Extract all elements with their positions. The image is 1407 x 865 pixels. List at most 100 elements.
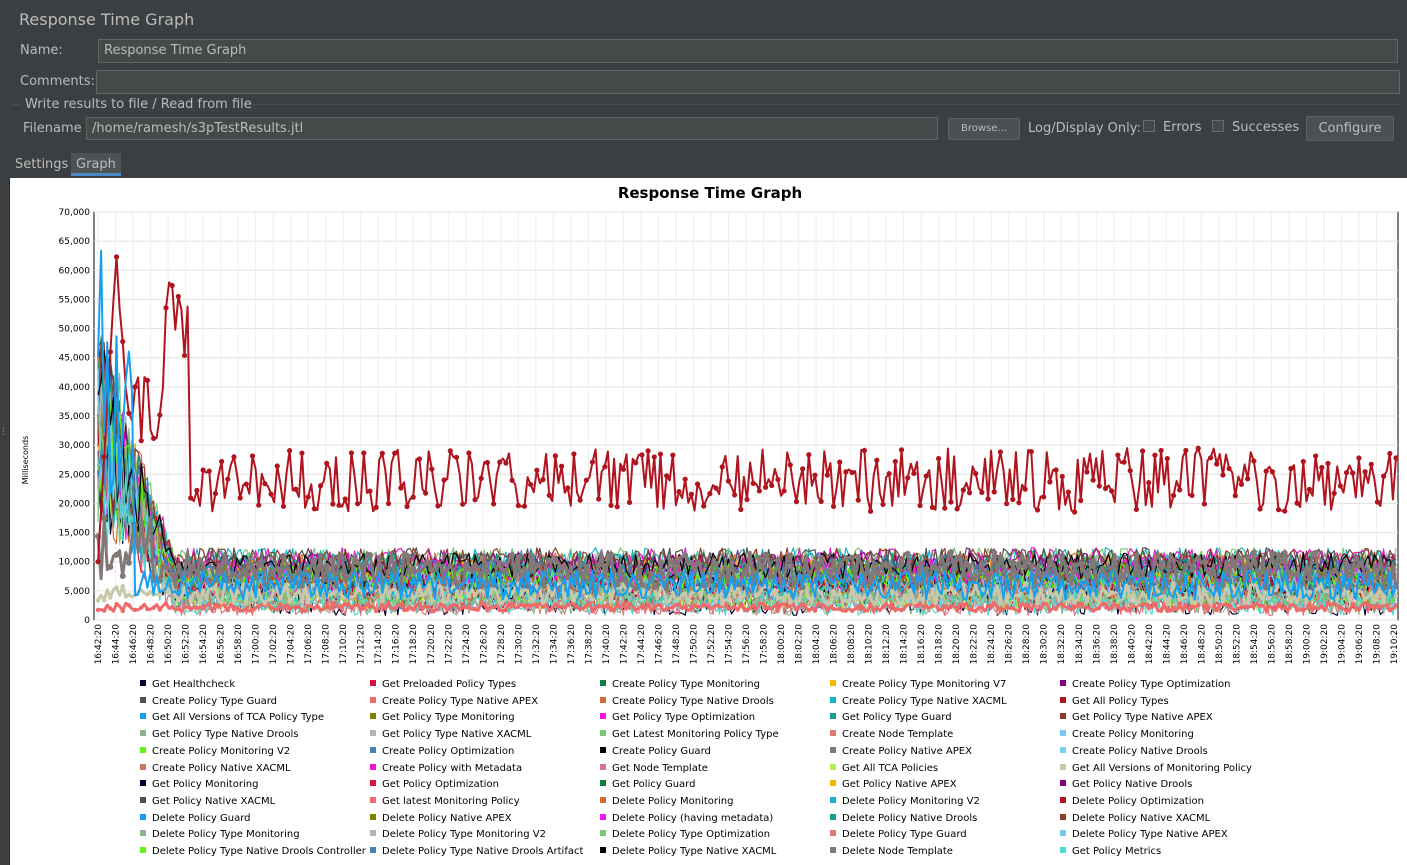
series-point [496,560,503,567]
legend-swatch [1060,830,1066,837]
comments-label: Comments: [20,74,95,89]
x-tick-label: 17:06:20 [304,624,314,665]
series-point [249,565,256,572]
left-splitter[interactable]: · · · [0,0,10,865]
series-point [274,463,280,469]
successes-checkbox[interactable] [1212,120,1224,132]
series-point [200,588,206,593]
y-tick-label: 30,000 [59,441,91,451]
browse-button[interactable]: Browse... [948,118,1020,140]
x-tick-label: 16:56:20 [217,624,227,665]
series-point [1325,460,1331,467]
series-point [1066,599,1071,604]
series-point [1282,584,1287,590]
series-point [1362,469,1368,475]
legend-swatch [140,696,146,703]
series-point [682,591,688,597]
grip-icon[interactable]: · · · [2,424,5,440]
legend-label: Create Policy with Metadata [382,762,523,774]
series-point [1127,468,1133,474]
errors-checkbox[interactable] [1143,120,1155,132]
series-point [1109,488,1115,494]
series-point [132,607,138,613]
series-point [244,606,249,612]
series-point [478,475,484,481]
filename-field[interactable]: /home/ramesh/s3pTestResults.jtl [86,117,938,140]
series-point [287,606,292,611]
series-point [1146,480,1152,486]
x-tick-label: 18:06:20 [830,624,840,665]
series-point [1306,575,1313,582]
series-point [423,591,428,596]
legend-swatch [830,713,836,720]
legend-item: Get Policy Type Native XACML [370,729,531,740]
legend-label: Get Latest Monitoring Policy Type [612,729,779,741]
series-point [1350,470,1356,476]
series-point [262,481,268,487]
series-point [1097,599,1102,605]
series-point [1121,605,1127,611]
configure-button[interactable]: Configure [1306,116,1394,141]
series-point [559,604,564,610]
series-point [200,467,206,473]
series-point [398,602,404,607]
x-tick-label: 18:18:20 [935,624,945,665]
series-point [305,600,311,605]
series-point [1374,499,1381,505]
legend-label: Create Policy Type Native XACML [842,695,1007,707]
series-point [479,601,484,606]
series-point [985,603,991,609]
series-point [738,506,744,513]
series-point [404,503,410,510]
series-point [162,564,169,571]
legend-item: Get All Policy Types [1060,696,1169,707]
comments-field[interactable] [96,70,1400,94]
series-point [1201,558,1208,565]
series-point [1022,486,1028,492]
series-point [534,584,540,589]
series-point [824,472,830,478]
series-point [108,595,113,600]
series-point [528,596,533,602]
series-point [1046,557,1053,564]
series-point [1053,467,1059,473]
series-point [466,605,472,610]
x-tick-label: 19:04:20 [1337,624,1347,665]
series-point [1034,565,1041,572]
series-point [1368,461,1374,467]
series-point [837,606,842,612]
x-tick-label: 17:34:20 [549,624,559,665]
series-point [861,447,868,454]
name-field[interactable]: Response Time Graph [98,39,1398,63]
series-point [385,500,392,507]
series-point [1071,509,1078,515]
legend-label: Delete Policy Monitoring V2 [842,795,980,807]
series-point [1084,469,1090,475]
series-point [157,607,163,612]
series-point [336,502,342,508]
series-point [1053,590,1059,596]
series-point [694,560,701,567]
legend-item: Delete Policy Native Drools [830,813,977,824]
series-point [1344,608,1349,614]
x-tick-label: 18:26:20 [1005,624,1015,665]
series-point [596,594,601,599]
series-point [818,498,824,505]
series-point [1226,602,1232,608]
series-point [775,608,781,613]
series-point [818,603,824,608]
series-point [1288,599,1294,604]
legend-swatch [140,830,146,837]
series-point [534,467,540,473]
series-point [849,554,856,561]
series-point [886,563,893,570]
y-tick-label: 40,000 [59,383,91,393]
tab-settings[interactable]: Settings [15,157,69,172]
series-point [769,591,774,597]
series-point [113,551,120,558]
series-point [1387,450,1393,457]
series-point [811,559,818,566]
tab-graph[interactable]: Graph [71,153,121,176]
series-point [503,596,509,602]
series-point [151,435,157,441]
